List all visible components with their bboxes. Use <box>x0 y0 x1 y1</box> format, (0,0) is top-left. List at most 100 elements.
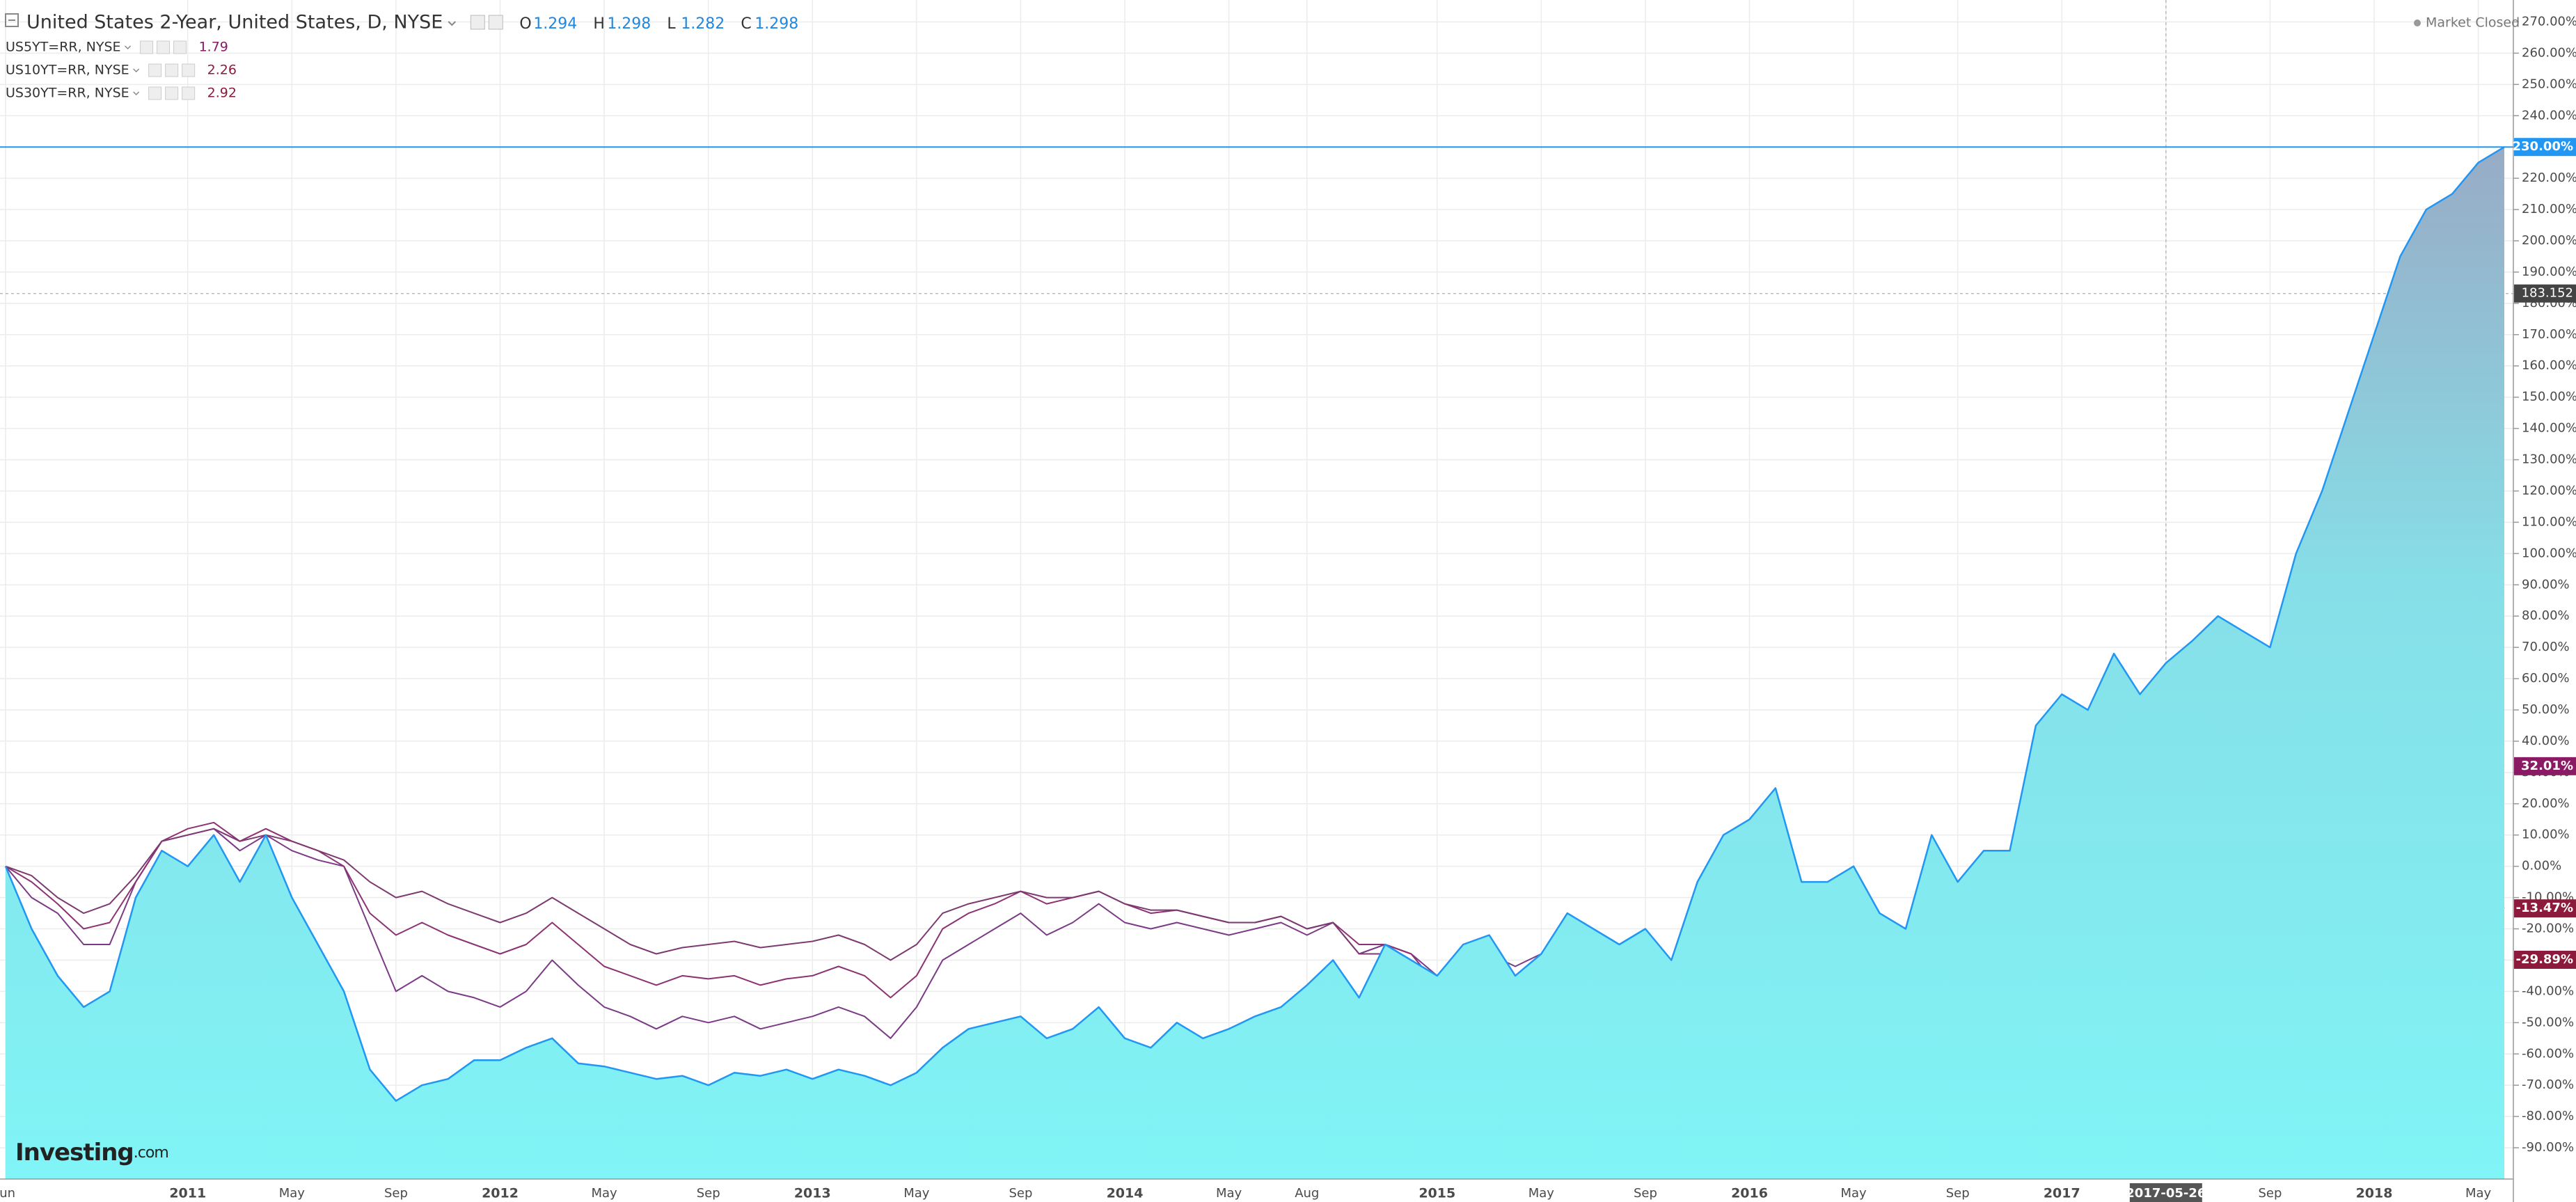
y-tick-label: -40.00% <box>2522 983 2574 998</box>
collapse-button[interactable] <box>5 13 19 27</box>
market-status: Market Closed <box>2426 15 2520 31</box>
x-tick-label: May <box>1216 1186 1242 1201</box>
legend-dropdown[interactable] <box>133 68 140 73</box>
last-value-label: 32.01% <box>2521 759 2573 773</box>
x-tick-label: Aug <box>1295 1186 1319 1201</box>
y-tick-label: 260.00% <box>2522 45 2576 60</box>
legend-entry[interactable]: US30YT=RR, NYSE <box>6 86 129 101</box>
x-tick-label: Sep <box>1009 1186 1032 1201</box>
y-tick-label: 190.00% <box>2522 264 2576 279</box>
y-tick-label: -70.00% <box>2522 1077 2574 1092</box>
x-tick-label: 2018 <box>2356 1186 2393 1201</box>
y-tick-label: 200.00% <box>2522 233 2576 248</box>
chart-title: United States 2-Year, United States, D, … <box>26 12 443 33</box>
legend-button[interactable] <box>140 40 154 54</box>
legend-value: 1.79 <box>199 40 228 55</box>
crosshair-x-label: 2017-05-26 <box>2126 1186 2206 1201</box>
title-dropdown[interactable] <box>448 21 457 26</box>
logo-name: Investing <box>15 1139 134 1167</box>
y-tick-label: -20.00% <box>2522 922 2574 936</box>
logo-suffix: .com <box>134 1144 168 1162</box>
legend-dropdown[interactable] <box>133 91 140 96</box>
y-tick-label: 0.00% <box>2522 859 2561 873</box>
y-tick-label: 130.00% <box>2522 452 2576 467</box>
y-tick-label: -60.00% <box>2522 1046 2574 1061</box>
y-tick-label: 90.00% <box>2522 577 2570 592</box>
last-value-label: 230.00% <box>2513 139 2574 154</box>
header-button[interactable] <box>488 15 503 30</box>
legend-button[interactable] <box>148 86 162 100</box>
x-tick-label: May <box>1528 1186 1555 1201</box>
ohlc-label: O <box>519 15 531 33</box>
ohlc-value: 1.294 <box>533 15 577 33</box>
x-tick-label: May <box>2465 1186 2492 1201</box>
y-tick-label: 160.00% <box>2522 358 2576 373</box>
header: United States 2-Year, United States, D, … <box>5 12 798 33</box>
legend-button[interactable] <box>157 40 171 54</box>
x-tick-label: 2012 <box>482 1186 519 1201</box>
legend-value: 2.26 <box>207 63 237 78</box>
logo: Investing.com <box>15 1139 168 1167</box>
x-tick-label: May <box>1840 1186 1867 1201</box>
crosshair-y-label: 183.152 <box>2522 286 2573 301</box>
last-value-badge <box>2514 899 2576 918</box>
y-tick-label: 40.00% <box>2522 734 2570 748</box>
ohlc-label: C <box>741 15 751 33</box>
y-tick-label: 210.00% <box>2522 202 2576 216</box>
y-tick-label: 20.00% <box>2522 796 2570 811</box>
last-value-badge <box>2514 950 2576 969</box>
plot-area <box>0 146 2513 1179</box>
last-value-badge <box>2514 757 2576 775</box>
x-tick-label: 2011 <box>169 1186 206 1201</box>
ohlc-value: 1.298 <box>607 15 651 33</box>
status-dot <box>2414 19 2421 26</box>
y-tick-label: 150.00% <box>2522 390 2576 404</box>
last-value-badge <box>2514 138 2576 157</box>
last-value-label: -29.89% <box>2516 952 2573 967</box>
y-tick-label: 240.00% <box>2522 108 2576 122</box>
legend-button[interactable] <box>182 63 196 77</box>
legend-entry[interactable]: US5YT=RR, NYSE <box>6 40 121 55</box>
x-tick-label: Sep <box>697 1186 720 1201</box>
axes: -90.00% -80.00% -70.00% -60.00% -50.00% -40.0… <box>0 14 2576 1202</box>
y-tick-label: -90.00% <box>2522 1140 2574 1155</box>
legend-entry[interactable]: US10YT=RR, NYSE <box>6 63 129 78</box>
ohlc-value: 1.298 <box>754 15 798 33</box>
last-value-label: -13.47% <box>2516 901 2573 915</box>
y-tick-label: 170.00% <box>2522 327 2576 342</box>
x-tick-label: Sep <box>1634 1186 1657 1201</box>
x-tick-label: Sep <box>384 1186 408 1201</box>
y-tick-label: 80.00% <box>2522 608 2570 623</box>
x-tick-label: Jun <box>0 1186 15 1201</box>
y-tick-label: 140.00% <box>2522 421 2576 436</box>
series-line <box>4 146 2505 1102</box>
x-tick-label: 2014 <box>1107 1186 1144 1201</box>
x-tick-label: May <box>279 1186 306 1201</box>
y-tick-label: 110.00% <box>2522 514 2576 529</box>
ohlc-label: H <box>593 15 605 33</box>
legend-button[interactable] <box>148 63 162 77</box>
x-tick-label: 2013 <box>794 1186 831 1201</box>
ohlc-label: L <box>667 15 676 33</box>
y-tick-label: 10.00% <box>2522 828 2570 842</box>
legend-value: 2.92 <box>207 86 237 101</box>
y-tick-label: 60.00% <box>2522 671 2570 686</box>
legend-dropdown[interactable] <box>125 45 132 50</box>
legend-button[interactable] <box>165 86 179 100</box>
area <box>6 147 2504 1179</box>
x-tick-label: May <box>591 1186 617 1201</box>
x-tick-label: 2017 <box>2044 1186 2080 1201</box>
y-tick-label: 120.00% <box>2522 483 2576 498</box>
y-tick-label: 50.00% <box>2522 702 2570 717</box>
legend-button[interactable] <box>173 40 187 54</box>
legend-button[interactable] <box>165 63 179 77</box>
x-tick-label: 2015 <box>1419 1186 1455 1201</box>
y-tick-label: 70.00% <box>2522 640 2570 654</box>
crosshair-y-badge <box>2514 284 2576 303</box>
y-tick-label: -80.00% <box>2522 1109 2574 1123</box>
legend-button[interactable] <box>182 86 196 100</box>
crosshair-x-badge <box>2129 1183 2202 1202</box>
x-tick-label: 2016 <box>1731 1186 1768 1201</box>
header-button[interactable] <box>470 15 485 30</box>
